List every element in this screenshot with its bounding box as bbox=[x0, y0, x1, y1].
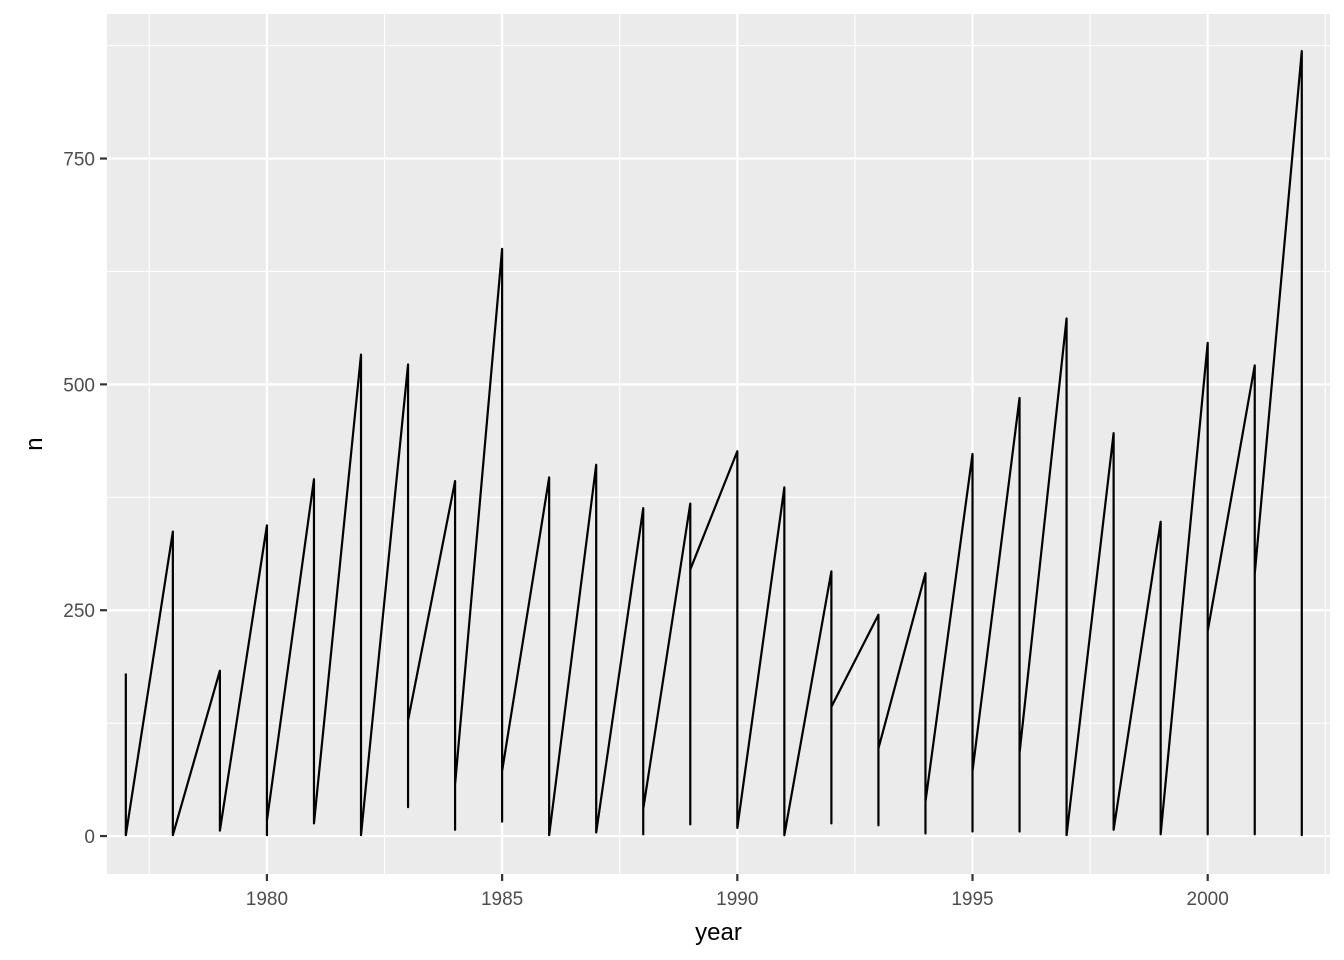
x-tick-label: 1990 bbox=[716, 889, 758, 910]
x-tick-labels: 1980 1985 1990 1995 2000 bbox=[246, 889, 1229, 910]
x-tick-label: 1980 bbox=[246, 889, 288, 910]
y-tick-label: 500 bbox=[63, 375, 95, 396]
y-tick-labels: 0 250 500 750 bbox=[63, 150, 95, 849]
axis-ticks bbox=[100, 157, 1209, 881]
x-tick-label: 2000 bbox=[1187, 889, 1229, 910]
y-tick-label: 0 bbox=[84, 827, 95, 848]
y-tick-label: 750 bbox=[63, 150, 95, 171]
x-tick-label: 1995 bbox=[951, 889, 993, 910]
plot-panel bbox=[107, 14, 1330, 874]
x-tick-label: 1985 bbox=[481, 889, 523, 910]
series-line bbox=[124, 49, 1303, 837]
x-axis-title: year bbox=[695, 919, 742, 946]
y-axis-title: n bbox=[21, 437, 48, 450]
y-tick-label: 250 bbox=[63, 601, 95, 622]
